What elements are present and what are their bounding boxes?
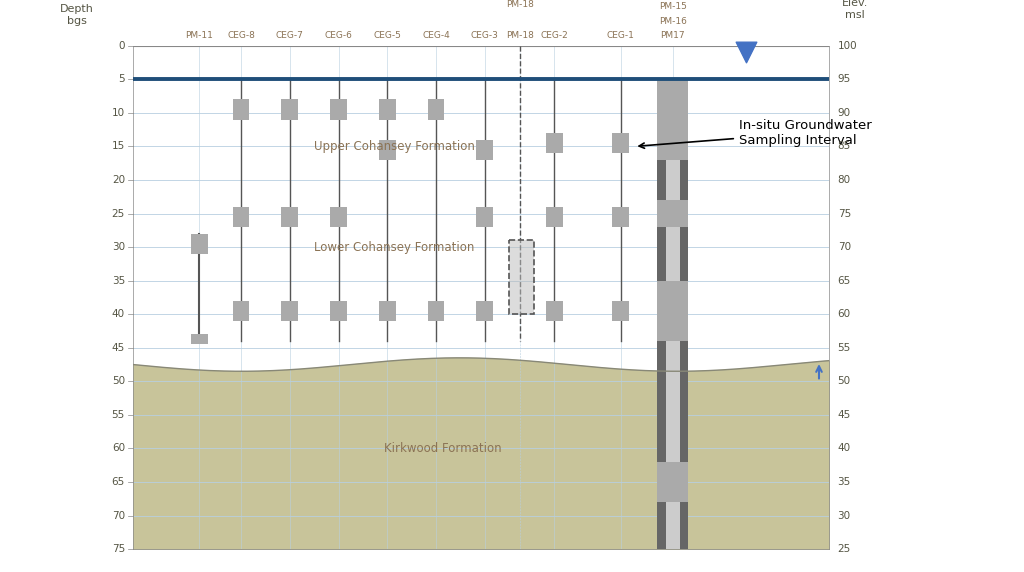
Bar	[282, 207, 298, 227]
Bar	[232, 301, 250, 321]
Bar	[509, 240, 534, 314]
Text: 55: 55	[838, 343, 851, 353]
Text: Kirkwood Formation: Kirkwood Formation	[384, 442, 502, 455]
Text: 25: 25	[112, 209, 125, 219]
Text: 20: 20	[112, 175, 125, 185]
Bar	[546, 207, 563, 227]
Bar	[476, 301, 494, 321]
Bar	[657, 281, 688, 341]
Text: Depth
bgs: Depth bgs	[59, 4, 94, 26]
Text: Elev.
msl: Elev. msl	[842, 0, 868, 20]
Text: 70: 70	[838, 242, 851, 252]
Text: 60: 60	[838, 309, 851, 319]
Text: 75: 75	[838, 209, 851, 219]
Text: CEG-5: CEG-5	[374, 31, 401, 40]
Bar	[657, 80, 688, 549]
Bar	[509, 240, 534, 314]
Text: 5: 5	[119, 74, 125, 84]
Bar	[476, 207, 494, 227]
Text: 70: 70	[112, 511, 125, 521]
Bar	[612, 133, 629, 153]
Bar	[546, 133, 563, 153]
Text: 60: 60	[112, 443, 125, 454]
Bar	[379, 100, 395, 120]
Bar	[190, 234, 208, 254]
Text: PM-16: PM-16	[658, 17, 687, 26]
Text: 65: 65	[838, 276, 851, 285]
Text: 80: 80	[838, 175, 851, 185]
Text: CEG-8: CEG-8	[227, 31, 255, 40]
Bar	[232, 207, 250, 227]
Bar	[232, 100, 250, 120]
Text: CEG-3: CEG-3	[471, 31, 499, 40]
Text: 90: 90	[838, 108, 851, 118]
Text: 85: 85	[838, 141, 851, 152]
Text: 45: 45	[838, 410, 851, 420]
Text: 50: 50	[112, 376, 125, 386]
Point	[737, 48, 754, 57]
Bar	[282, 301, 298, 321]
Text: PM-18: PM-18	[506, 0, 534, 9]
Text: 30: 30	[838, 511, 851, 521]
Text: Lower Cohansey Formation: Lower Cohansey Formation	[314, 241, 474, 253]
Text: Upper Cohansey Formation: Upper Cohansey Formation	[314, 140, 475, 153]
Bar	[612, 207, 629, 227]
Text: 10: 10	[112, 108, 125, 118]
Bar	[428, 301, 444, 321]
Bar	[379, 140, 395, 160]
Bar	[546, 301, 563, 321]
Bar	[428, 100, 444, 120]
Text: 40: 40	[838, 443, 851, 454]
Text: 55: 55	[112, 410, 125, 420]
Text: In-situ Groundwater
Sampling Interval: In-situ Groundwater Sampling Interval	[639, 119, 871, 148]
Text: 30: 30	[112, 242, 125, 252]
Bar	[657, 462, 688, 502]
Bar	[612, 301, 629, 321]
Text: PM-11: PM-11	[185, 31, 213, 40]
Bar	[666, 80, 680, 549]
Text: 100: 100	[838, 41, 857, 51]
Text: CEG-2: CEG-2	[541, 31, 568, 40]
Text: 35: 35	[838, 477, 851, 487]
Text: 95: 95	[838, 74, 851, 84]
Text: 0: 0	[119, 41, 125, 51]
Bar	[379, 301, 395, 321]
Bar	[476, 140, 494, 160]
Bar	[282, 100, 298, 120]
Text: PM-15: PM-15	[658, 2, 687, 11]
Bar	[190, 335, 208, 344]
Bar	[330, 100, 347, 120]
Text: CEG-6: CEG-6	[325, 31, 352, 40]
Text: 65: 65	[112, 477, 125, 487]
Text: PM-18: PM-18	[506, 31, 534, 40]
Bar	[657, 200, 688, 227]
Text: 15: 15	[112, 141, 125, 152]
Text: CEG-1: CEG-1	[606, 31, 635, 40]
Text: 40: 40	[112, 309, 125, 319]
Text: 50: 50	[838, 376, 851, 386]
Text: CEG-4: CEG-4	[422, 31, 450, 40]
Bar	[657, 80, 688, 160]
Text: 35: 35	[112, 276, 125, 285]
Bar	[330, 301, 347, 321]
Text: 25: 25	[838, 544, 851, 554]
Text: PM17: PM17	[660, 31, 685, 40]
Text: 45: 45	[112, 343, 125, 353]
Text: 75: 75	[112, 544, 125, 554]
Bar	[330, 207, 347, 227]
Text: CEG-7: CEG-7	[275, 31, 304, 40]
